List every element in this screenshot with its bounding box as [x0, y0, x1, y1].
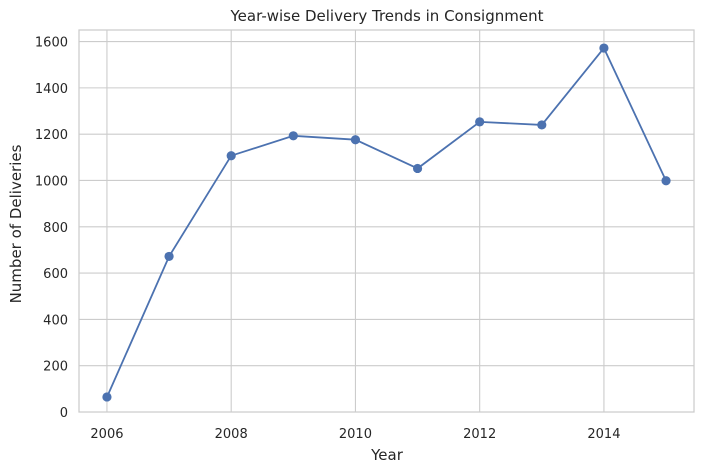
- data-point: [288, 131, 298, 141]
- y-tick-label: 800: [43, 221, 68, 236]
- y-tick-label: 1200: [35, 128, 68, 143]
- x-tick-label: 2012: [463, 427, 496, 442]
- data-point: [537, 120, 547, 130]
- chart-title: Year-wise Delivery Trends in Consignment: [230, 7, 544, 25]
- x-tick-label: 2010: [339, 427, 372, 442]
- data-point: [226, 151, 236, 161]
- y-axis-title: Number of Deliveries: [7, 144, 25, 303]
- data-point: [412, 163, 423, 174]
- x-tick-label: 2006: [90, 427, 123, 442]
- y-tick-label: 400: [43, 313, 68, 328]
- data-point: [599, 43, 609, 53]
- x-tick-label: 2008: [215, 427, 248, 442]
- x-axis-title: Year: [370, 446, 404, 464]
- series-line: [106, 46, 667, 398]
- data-points: [102, 43, 671, 402]
- x-tick-label: 2014: [587, 427, 620, 442]
- y-tick-label: 1000: [35, 174, 68, 189]
- y-tick-label: 600: [43, 267, 68, 282]
- data-point: [350, 135, 361, 145]
- y-tick-label: 200: [43, 360, 68, 375]
- plot-area: [78, 29, 695, 413]
- grid: [79, 30, 694, 413]
- y-tick-label: 1600: [35, 36, 68, 51]
- data-point: [475, 117, 485, 127]
- tick-labels: 0 200 400 600 800 1000 1200 1400 1600 2006 2008 201…: [35, 36, 621, 442]
- data-point: [661, 176, 671, 186]
- data-point: [164, 251, 174, 262]
- y-tick-label: 0: [60, 406, 68, 421]
- y-tick-label: 1400: [35, 82, 68, 97]
- data-point: [102, 392, 112, 402]
